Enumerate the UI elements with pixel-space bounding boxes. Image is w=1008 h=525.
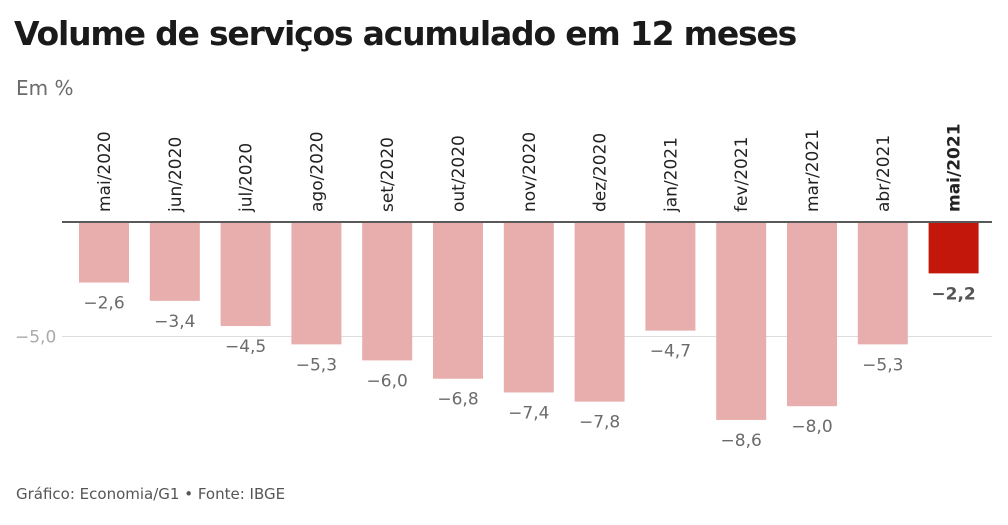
x-tick-label: set/2020 <box>378 137 398 212</box>
data-label: −8,6 <box>721 431 762 451</box>
bar <box>79 223 129 283</box>
bar <box>149 223 200 301</box>
chart-subtitle: Em % <box>16 76 74 100</box>
x-tick-label: jan/2021 <box>661 137 681 213</box>
bar <box>716 223 767 420</box>
bar <box>928 223 979 274</box>
bar <box>503 223 554 393</box>
x-tick-label: nov/2020 <box>520 132 540 212</box>
bar <box>433 223 483 379</box>
x-tick-label: ago/2020 <box>307 131 327 212</box>
bar <box>220 223 271 327</box>
x-tick-label: jul/2020 <box>237 143 257 213</box>
data-label: −2,2 <box>931 284 975 304</box>
data-label: −5,3 <box>862 355 903 375</box>
x-tick-label: fev/2021 <box>732 137 752 213</box>
bar <box>645 223 696 331</box>
x-tick-label: dez/2020 <box>591 133 611 212</box>
chart-title: Volume de serviços acumulado em 12 meses <box>14 14 797 53</box>
bar <box>291 223 342 345</box>
x-tick-label: out/2020 <box>449 135 469 212</box>
x-tick-label: mar/2021 <box>803 129 823 212</box>
data-label: −4,7 <box>650 342 691 362</box>
data-label: −6,0 <box>367 371 408 391</box>
data-label: −7,4 <box>508 403 549 423</box>
x-tick-label: jun/2020 <box>166 137 186 213</box>
data-label: −2,6 <box>83 294 124 314</box>
data-label: −5,3 <box>296 355 337 375</box>
bar <box>362 223 413 361</box>
data-label: −7,8 <box>579 413 620 433</box>
y-tick-label: −5,0 <box>15 328 56 348</box>
data-label: −8,0 <box>791 417 832 437</box>
bar <box>574 223 625 402</box>
data-label: −4,5 <box>225 337 266 357</box>
x-tick-label: abr/2021 <box>874 135 894 212</box>
source-footer: Gráfico: Economia/G1 • Fonte: IBGE <box>16 485 286 503</box>
data-label: −3,4 <box>154 312 195 332</box>
bar <box>857 223 908 345</box>
bar <box>787 223 837 407</box>
data-label: −6,8 <box>437 390 478 410</box>
x-tick-label: mai/2021 <box>945 123 965 212</box>
x-tick-label: mai/2020 <box>95 131 115 212</box>
